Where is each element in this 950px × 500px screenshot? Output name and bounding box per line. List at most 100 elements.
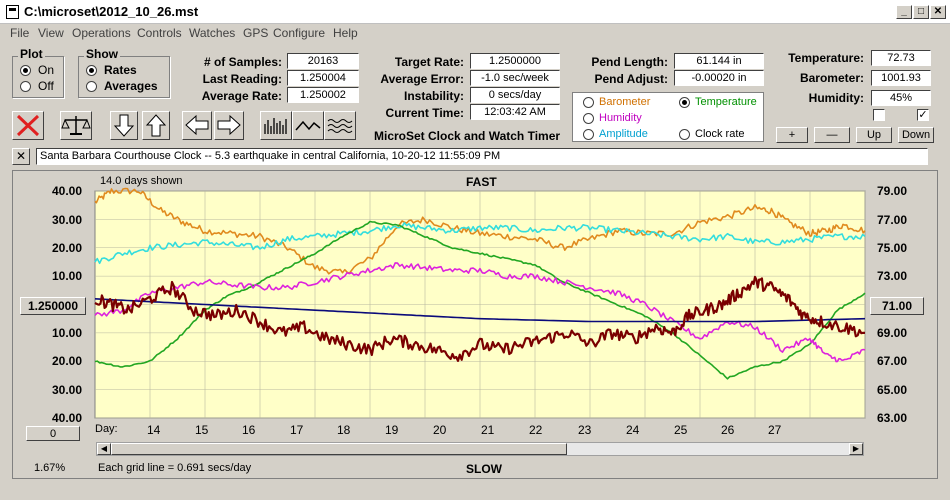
instability-label: Instability: (403, 89, 464, 103)
last-reading-label: Last Reading: (202, 72, 282, 86)
close-note-button[interactable]: ✕ (12, 148, 30, 165)
current-time-label: Current Time: (385, 106, 464, 120)
x-tick-label: 27 (768, 423, 782, 437)
plot-group-title: Plot (18, 47, 45, 61)
right-arrow-button[interactable] (214, 111, 244, 140)
title-bar: C:\microset\2012_10_26.mst _ □ ✕ (0, 0, 950, 24)
average-error-label: Average Error: (380, 72, 464, 86)
series-lines (94, 187, 866, 380)
balance-button[interactable] (60, 111, 92, 140)
timeline-scrollbar[interactable]: ◀ ▶ (96, 442, 864, 456)
axis-plus-button[interactable]: + (776, 127, 808, 143)
left-zero-button[interactable]: 0 (26, 426, 80, 441)
humidity-label: Humidity: (808, 91, 864, 105)
wave-view-button[interactable] (292, 111, 324, 140)
plot-off-radio[interactable] (20, 81, 31, 92)
right-tick-label: 75.00 (876, 241, 908, 255)
option-clock-rate-label: Clock rate (695, 128, 745, 140)
left-center-button[interactable]: 1.250000 (20, 297, 86, 315)
option-humidity-radio[interactable] (583, 113, 594, 124)
option-barometer-label: Barometer (599, 96, 651, 108)
current-time-field: 12:03:42 AM (470, 104, 560, 120)
x-tick-label: 22 (529, 423, 543, 437)
series-line-clock-rate (94, 275, 866, 362)
target-rate-field[interactable]: 1.2500000 (470, 53, 560, 69)
left-arrow-button[interactable] (182, 111, 212, 140)
option-amplitude-radio[interactable] (583, 129, 594, 140)
show-averages-radio[interactable] (86, 81, 97, 92)
show-group-title: Show (84, 47, 120, 61)
option-clock-rate-radio[interactable] (679, 129, 690, 140)
close-window-button[interactable]: ✕ (930, 5, 946, 19)
axis-down-button[interactable]: Down (898, 127, 934, 143)
option-temperature-radio[interactable] (679, 97, 690, 108)
x-tick-label: 21 (481, 423, 495, 437)
barometer-label: Barometer: (799, 71, 864, 85)
pend-adjust-field[interactable]: -0.00020 in (674, 70, 764, 86)
checkbox-1[interactable] (873, 109, 885, 121)
option-humidity-label: Humidity (599, 112, 642, 124)
day-axis-label: Day: (95, 423, 118, 435)
scroll-thumb[interactable] (111, 443, 567, 455)
humidity-field: 45% (871, 90, 931, 106)
x-tick-label: 14 (147, 423, 161, 437)
bars-view-button[interactable] (260, 111, 292, 140)
right-arrow-icon (217, 114, 241, 136)
noise-view-button[interactable] (324, 111, 356, 140)
menu-watches[interactable]: Watches (189, 26, 236, 40)
menu-bar: File View Operations Controls Watches GP… (0, 24, 950, 42)
checkbox-2[interactable]: ✓ (917, 109, 929, 121)
plot-on-radio[interactable] (20, 65, 31, 76)
stop-button[interactable] (12, 111, 44, 140)
right-tick-label: 79.00 (876, 184, 908, 198)
right-tick-label: 67.00 (876, 354, 908, 368)
average-error-field: -1.0 sec/week (470, 70, 560, 86)
show-rates-radio[interactable] (86, 65, 97, 76)
left-tick-label: 10.00 (51, 269, 82, 283)
barometer-field: 1001.93 (871, 70, 931, 86)
app-icon (6, 5, 19, 19)
maximize-button[interactable]: □ (913, 5, 929, 19)
menu-view[interactable]: View (38, 26, 64, 40)
noise-icon (327, 119, 353, 133)
up-arrow-icon (145, 114, 167, 137)
scale-icon (61, 116, 91, 135)
right-center-button[interactable]: 71.00 (870, 297, 924, 315)
samples-field: 20163 (287, 53, 359, 69)
wave-icon (295, 120, 321, 131)
option-barometer-radio[interactable] (583, 97, 594, 108)
down-arrow-button[interactable] (110, 111, 138, 140)
x-tick-label: 23 (578, 423, 592, 437)
menu-configure[interactable]: Configure (273, 26, 326, 40)
axis-minus-button[interactable]: — (814, 127, 850, 143)
up-arrow-button[interactable] (142, 111, 170, 140)
x-tick-label: 18 (337, 423, 351, 437)
menu-help[interactable]: Help (333, 26, 358, 40)
minimize-button[interactable]: _ (896, 5, 912, 19)
note-field[interactable]: Santa Barbara Courthouse Clock -- 5.3 ea… (36, 148, 928, 165)
x-tick-label: 26 (721, 423, 735, 437)
slow-label: SLOW (466, 462, 502, 476)
menu-gps[interactable]: GPS (243, 26, 269, 40)
left-tick-label: 40.00 (51, 411, 82, 425)
menu-operations[interactable]: Operations (72, 26, 131, 40)
axis-up-button[interactable]: Up (856, 127, 892, 143)
average-rate-field: 1.250002 (287, 87, 359, 103)
left-tick-label: 30.00 (51, 383, 82, 397)
left-arrow-icon (185, 114, 209, 136)
pend-length-field[interactable]: 61.144 in (674, 53, 764, 69)
menu-controls[interactable]: Controls (137, 26, 182, 40)
temperature-label: Temperature: (788, 51, 864, 65)
second-axis-selector (572, 92, 764, 142)
instability-field: 0 secs/day (470, 87, 560, 103)
target-rate-label: Target Rate: (394, 55, 464, 69)
left-tick-label: 30.00 (51, 213, 82, 227)
right-tick-label: 65.00 (876, 383, 908, 397)
window-title: C:\microset\2012_10_26.mst (24, 4, 199, 19)
scroll-left-button[interactable]: ◀ (97, 443, 111, 455)
show-group (78, 56, 170, 98)
scroll-right-button[interactable]: ▶ (849, 443, 863, 455)
left-tick-label: 40.00 (51, 184, 82, 198)
menu-file[interactable]: File (10, 26, 30, 40)
